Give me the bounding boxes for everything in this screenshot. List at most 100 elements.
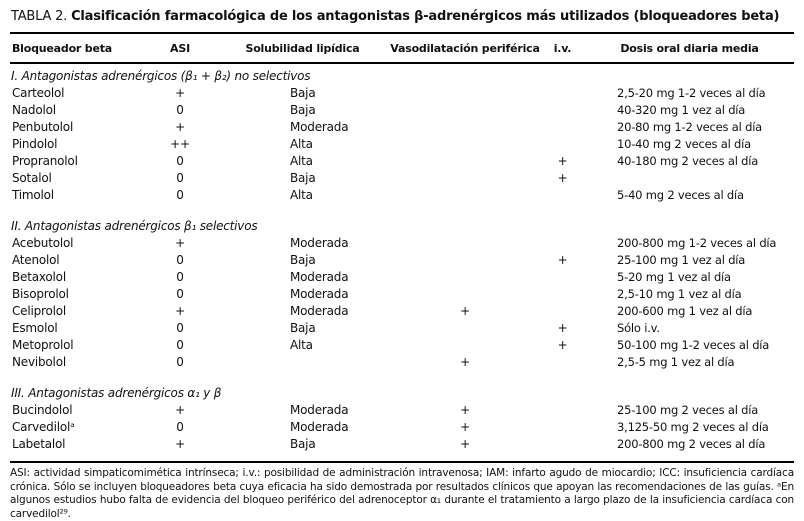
cell-drug: Propranolol xyxy=(12,153,78,168)
cell-drug: Atenolol xyxy=(12,252,60,267)
cell-asi: 0 xyxy=(176,153,184,168)
cell-drug: Betaxolol xyxy=(12,269,66,284)
cell-solubility: Moderada xyxy=(290,269,349,284)
cell-dose: 200-800 mg 2 veces al día xyxy=(617,436,766,451)
cell-drug: Celiprolol xyxy=(12,303,67,318)
cell-drug: Esmolol xyxy=(12,320,58,335)
cell-solubility: Alta xyxy=(290,153,313,168)
cell-asi: 0 xyxy=(176,170,184,185)
cell-solubility: Baja xyxy=(290,436,316,451)
cell-drug: Acebutolol xyxy=(12,235,74,250)
table-row: Bucindolol + Moderada +25-100 mg 2 veces al… xyxy=(10,401,794,418)
cell-asi: + xyxy=(175,85,185,100)
cell-solubility: Moderada xyxy=(290,402,349,417)
cell-asi: 0 xyxy=(176,252,184,267)
table-row: Metoprolol 0 Alta +50-100 mg 1-2 veces al d… xyxy=(10,336,794,353)
cell-dose: 50-100 mg 1-2 veces al día xyxy=(617,337,770,352)
cell-dose: 200-600 mg 1 vez al día xyxy=(617,303,753,318)
cell-drug: Bisoprolol xyxy=(12,286,69,301)
cell-asi: + xyxy=(175,235,185,250)
cell-drug: Nadolol xyxy=(12,102,56,117)
cell-dose: 25-100 mg 1 vez al día xyxy=(617,252,746,267)
column-header-asi: ASI xyxy=(170,41,190,55)
table-row: Nadolol 0 Baja 40-320 mg 1 vez al día xyxy=(10,101,794,118)
cell-asi: + xyxy=(175,303,185,318)
cell-iv: + xyxy=(557,170,568,185)
cell-vasodilation: + xyxy=(460,436,470,451)
cell-dose: 2,5-20 mg 1-2 veces al día xyxy=(617,85,766,100)
cell-solubility: Moderada xyxy=(290,419,349,434)
cell-solubility: Moderada xyxy=(290,119,349,134)
table-row: Carvedilolᵃ 0 Moderada +3,125-50 mg 2 veces… xyxy=(10,418,794,435)
table-title: TABLA 2. Clasificación farmacológica de … xyxy=(10,6,794,32)
cell-dose: 40-320 mg 1 vez al día xyxy=(617,102,746,117)
cell-dose: 10-40 mg 2 veces al día xyxy=(617,136,751,151)
cell-solubility: Moderada xyxy=(290,235,349,250)
cell-asi: 0 xyxy=(176,320,184,335)
cell-drug: Carteolol xyxy=(12,85,65,100)
cell-asi: + xyxy=(175,436,185,451)
table-footnote: ASI: actividad simpaticomimética intríns… xyxy=(10,467,794,520)
cell-dose: 2,5-5 mg 1 vez al día xyxy=(617,354,735,369)
cell-vasodilation: + xyxy=(460,354,470,369)
column-header-row: Bloqueador beta ASI Solubilidad lipídica… xyxy=(10,32,794,64)
cell-asi: + xyxy=(175,119,185,134)
column-header-iv: i.v. xyxy=(553,41,572,55)
cell-asi: ++ xyxy=(170,136,190,151)
column-header-solubilidad-lipidica: Solubilidad lipídica xyxy=(245,41,360,55)
cell-asi: 0 xyxy=(176,269,184,284)
cell-solubility: Alta xyxy=(290,337,313,352)
column-header-bloqueador-beta: Bloqueador beta xyxy=(12,41,113,55)
cell-drug: Nevibolol xyxy=(12,354,66,369)
cell-asi: 0 xyxy=(176,102,184,117)
table-row: Betaxolol 0 Moderada 5-20 mg 1 vez al día xyxy=(10,268,794,285)
table-row: Propranolol 0 Alta +40-180 mg 2 veces al dí… xyxy=(10,152,794,169)
cell-drug: Pindolol xyxy=(12,136,58,151)
section-header: III. Antagonistas adrenérgicos α₁ y β xyxy=(11,385,222,400)
cell-drug: Timolol xyxy=(12,187,54,202)
table-number-label: TABLA 2. xyxy=(11,9,68,24)
cell-dose: 5-40 mg 2 veces al día xyxy=(617,187,744,202)
table-row: Pindolol ++ Alta 10-40 mg 2 veces al día xyxy=(10,135,794,152)
cell-dose: Sólo i.v. xyxy=(617,320,660,335)
cell-solubility: Alta xyxy=(290,136,313,151)
footnote-divider xyxy=(10,461,794,463)
column-header-dosis-oral: Dosis oral diaria media xyxy=(620,41,759,55)
table-row: Labetalol + Baja +200-800 mg 2 veces al día xyxy=(10,435,794,452)
table-row: Acebutolol + Moderada 200-800 mg 1-2 veces … xyxy=(10,234,794,251)
table-row: Celiprolol + Moderada +200-600 mg 1 vez al … xyxy=(10,302,794,319)
cell-asi: 0 xyxy=(176,286,184,301)
cell-iv: + xyxy=(557,320,568,335)
cell-solubility: Baja xyxy=(290,102,316,117)
cell-vasodilation: + xyxy=(460,402,470,417)
cell-drug: Penbutolol xyxy=(12,119,74,134)
cell-dose: 200-800 mg 1-2 veces al día xyxy=(617,235,777,250)
cell-iv: + xyxy=(557,337,568,352)
cell-solubility: Baja xyxy=(290,252,316,267)
table-row: Penbutolol + Moderada 20-80 mg 1-2 veces al… xyxy=(10,118,794,135)
section-header: II. Antagonistas adrenérgicos β₁ selecti… xyxy=(11,218,258,233)
table-row: Bisoprolol 0 Moderada 2,5-10 mg 1 vez al dí… xyxy=(10,285,794,302)
cell-asi: 0 xyxy=(176,419,184,434)
cell-solubility: Moderada xyxy=(290,286,349,301)
cell-asi: 0 xyxy=(176,337,184,352)
cell-dose: 20-80 mg 1-2 veces al día xyxy=(617,119,763,134)
table-row: Esmolol 0 Baja + Sólo i.v. xyxy=(10,319,794,336)
cell-vasodilation: + xyxy=(460,419,470,434)
table-row: Sotalol 0 Baja + xyxy=(10,169,794,186)
cell-drug: Sotalol xyxy=(12,170,52,185)
table-title-text: Clasificación farmacológica de los antag… xyxy=(71,9,780,24)
cell-solubility: Baja xyxy=(290,170,316,185)
cell-drug: Labetalol xyxy=(12,436,66,451)
cell-dose: 5-20 mg 1 vez al día xyxy=(617,269,731,284)
cell-solubility: Baja xyxy=(290,320,316,335)
table-row: Nevibolol 0 +2,5-5 mg 1 vez al día xyxy=(10,353,794,370)
cell-drug: Carvedilolᵃ xyxy=(12,419,75,434)
cell-dose: 40-180 mg 2 veces al día xyxy=(617,153,759,168)
cell-dose: 3,125-50 mg 2 veces al día xyxy=(617,419,769,434)
table-row: Atenolol 0 Baja +25-100 mg 1 vez al día xyxy=(10,251,794,268)
cell-solubility: Moderada xyxy=(290,303,349,318)
table-body: I. Antagonistas adrenérgicos (β₁ + β₂) n… xyxy=(10,67,794,452)
cell-solubility: Baja xyxy=(290,85,316,100)
